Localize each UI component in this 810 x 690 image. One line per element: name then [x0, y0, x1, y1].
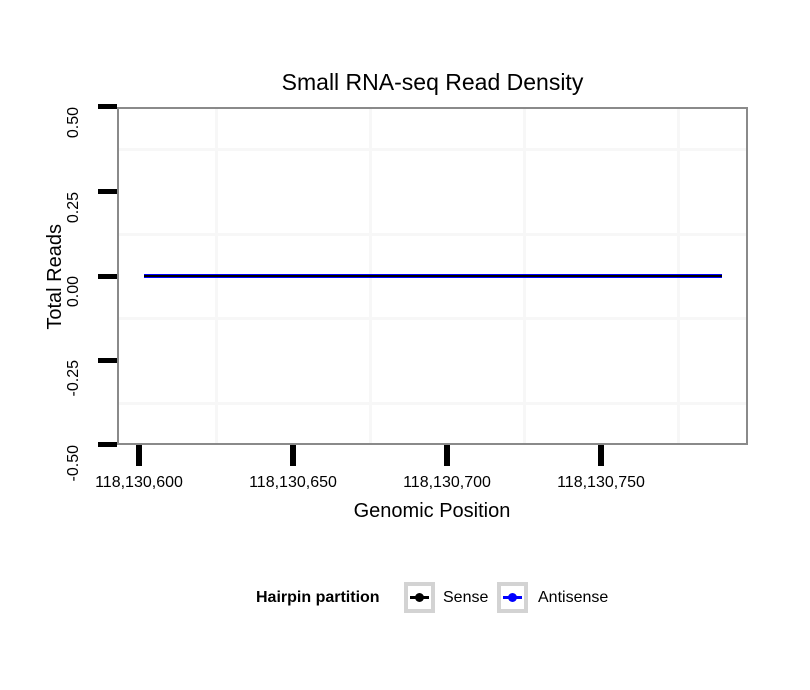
y-axis-title: Total Reads [44, 224, 66, 330]
y-tick-label: 0.50 [65, 107, 82, 139]
y-tick-label: -0.25 [65, 360, 82, 397]
x-tick-label: 118,130,700 [403, 474, 491, 491]
legend-title: Hairpin partition [256, 589, 380, 606]
sense-key-point-icon [415, 593, 424, 602]
x-tick-mark [444, 445, 450, 466]
x-tick-mark [290, 445, 296, 466]
legend-label-antisense: Antisense [538, 589, 609, 606]
minor-gridline-horizontal [119, 233, 746, 236]
y-tick-mark [98, 189, 117, 194]
sense-series-line [144, 275, 722, 277]
antisense-key-point-icon [508, 593, 517, 602]
legend-key-antisense [497, 582, 528, 613]
minor-gridline-horizontal [119, 402, 746, 405]
x-axis-title: Genomic Position [353, 500, 511, 522]
x-tick-label: 118,130,600 [95, 474, 183, 491]
legend-key-sense [404, 582, 435, 613]
y-tick-mark [98, 358, 117, 363]
y-tick-mark [98, 274, 117, 279]
legend-label-sense: Sense [443, 589, 489, 606]
x-tick-label: 118,130,650 [249, 474, 337, 491]
plot-panel [117, 107, 748, 445]
y-tick-mark [98, 442, 117, 447]
x-tick-label: 118,130,750 [557, 474, 645, 491]
minor-gridline-horizontal [119, 148, 746, 151]
minor-gridline-horizontal [119, 317, 746, 320]
x-tick-mark [136, 445, 142, 466]
x-tick-mark [598, 445, 604, 466]
y-tick-label: 0.25 [65, 192, 82, 224]
y-tick-mark [98, 104, 117, 109]
plot-title: Small RNA-seq Read Density [281, 69, 584, 95]
y-tick-label: 0.00 [65, 276, 82, 308]
